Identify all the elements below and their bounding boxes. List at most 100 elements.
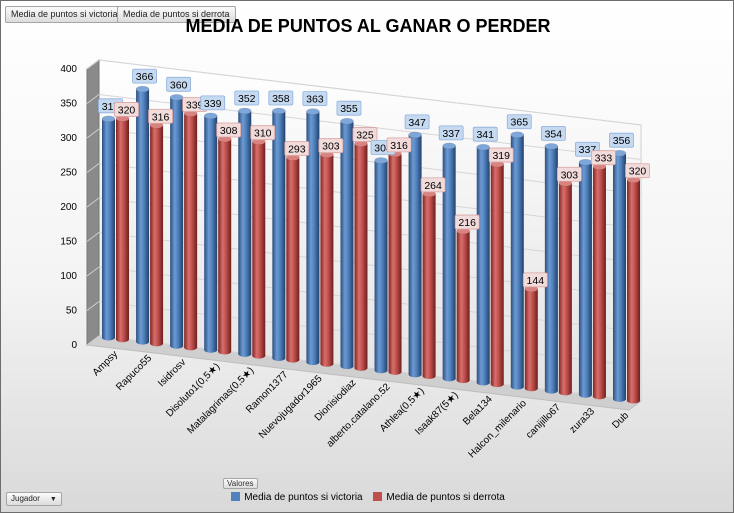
data-label-victoria-box (540, 126, 566, 141)
bar-derrota-body (354, 143, 368, 368)
bar-victoria (578, 158, 593, 398)
bar-derrota (524, 285, 539, 392)
bar-derrota-body (592, 166, 606, 397)
bar-victoria-top (442, 142, 456, 150)
data-label-derrota-text: 293 (288, 143, 306, 155)
gridline-side (86, 301, 100, 311)
data-label-victoria: 363 (302, 91, 328, 107)
bar-victoria-top (408, 131, 422, 139)
bar-derrota-body (116, 118, 129, 340)
y-tick-label: 150 (60, 237, 77, 248)
bar-victoria-top (203, 112, 218, 120)
data-label-victoria-box (268, 90, 294, 106)
values-button[interactable]: Valores (223, 478, 258, 489)
y-axis-ticks: 0 50 100 150 200 250 300 350 400 (60, 64, 77, 351)
data-label-victoria-text: 339 (204, 98, 222, 110)
data-label-victoria-box (404, 114, 430, 130)
bar-victoria-base (544, 387, 558, 394)
data-label-victoria-box (438, 125, 464, 141)
bar-derrota-body (456, 231, 470, 381)
data-label-victoria: 352 (234, 90, 260, 106)
data-label-derrota-box (352, 127, 378, 142)
data-label-victoria-text: 366 (136, 71, 154, 83)
data-label-victoria-text: 360 (170, 79, 188, 91)
data-label-victoria: 354 (540, 126, 566, 141)
bar-victoria (374, 157, 388, 374)
bar-derrota-body (252, 141, 266, 356)
y-tick-label: 200 (60, 202, 77, 213)
bar-derrota (217, 135, 232, 355)
y-tick-label: 0 (71, 340, 77, 351)
bar-victoria (238, 107, 252, 357)
bar-derrota-body (490, 164, 504, 385)
bar-victoria-base (238, 350, 252, 357)
x-tick-label: canijillo67 (524, 402, 563, 441)
legend-swatch-victoria (231, 492, 241, 501)
x-tick-label: Isidrosv (156, 357, 188, 389)
data-label-derrota-box (420, 177, 446, 193)
bar-derrota-base (456, 377, 470, 384)
data-label-derrota: 325 (352, 127, 378, 142)
bar-victoria-base (272, 354, 286, 361)
y-tick-label: 400 (60, 64, 77, 75)
data-label-derrota: 333 (591, 150, 616, 166)
data-label-derrota-text: 333 (595, 153, 613, 165)
data-label-derrota-box (386, 137, 412, 153)
data-label-derrota-text: 303 (322, 141, 340, 153)
data-label-victoria-text: 341 (476, 129, 494, 141)
bar-victoria-base (306, 359, 320, 366)
data-label-victoria-text: 358 (272, 93, 290, 105)
data-label-victoria: 347 (404, 114, 430, 130)
bar-derrota-body (184, 113, 198, 348)
data-label-victoria-text: 356 (613, 135, 631, 147)
data-label-victoria-box (506, 114, 532, 130)
data-label-derrota-box (284, 141, 310, 156)
bar-victoria-top (238, 107, 252, 115)
bar-derrota-body (558, 183, 572, 393)
bar-victoria-top (510, 131, 525, 138)
bar-victoria-body (238, 111, 252, 354)
bar-derrota (354, 140, 368, 371)
gridline-side (86, 335, 100, 346)
data-label-derrota-box (216, 122, 242, 138)
bar-victoria (203, 112, 218, 353)
gridline-side (86, 94, 100, 104)
bar-victoria-base (204, 346, 218, 353)
bar-victoria-base (442, 375, 456, 382)
bar-derrota-body (286, 157, 300, 360)
bar-victoria-base (102, 334, 115, 341)
data-label-derrota-text: 264 (424, 180, 442, 192)
data-label-derrota: 319 (488, 147, 514, 163)
bar-derrota-base (627, 397, 640, 404)
data-label-derrota: 144 (522, 272, 548, 288)
bar-derrota-body (524, 288, 538, 389)
jugador-filter-button[interactable]: Jugador ▼ (6, 492, 62, 506)
data-label-victoria: 360 (166, 76, 192, 92)
legend-item-victoria: Media de puntos si victoria (231, 492, 363, 503)
bar-victoria-base (340, 363, 354, 370)
data-label-victoria-text: 365 (511, 117, 529, 129)
bar-derrota-base (422, 373, 436, 380)
data-label-victoria-box (609, 132, 634, 148)
data-label-victoria-text: 363 (306, 94, 324, 106)
bar-derrota-body (218, 138, 232, 352)
bar-victoria (612, 149, 627, 402)
data-label-derrota-text: 310 (254, 128, 272, 140)
bar-victoria-body (578, 162, 592, 395)
data-label-victoria: 358 (268, 90, 294, 106)
data-label-derrota: 310 (250, 125, 276, 141)
data-label-victoria-box (234, 90, 260, 106)
data-label-derrota-box (148, 108, 173, 124)
bar-victoria-body (408, 134, 422, 375)
data-label-derrota: 293 (284, 141, 310, 156)
bar-victoria-body (613, 153, 626, 399)
bar-victoria-base (613, 395, 626, 402)
field-button-derrota[interactable]: Media de puntos si derrota (117, 6, 236, 23)
data-label-derrota-text: 316 (152, 111, 170, 123)
bar-victoria-top (169, 94, 184, 101)
data-label-victoria: 337 (438, 125, 464, 141)
data-label-derrota: 316 (148, 108, 173, 124)
data-label-derrota-text: 320 (118, 104, 136, 116)
